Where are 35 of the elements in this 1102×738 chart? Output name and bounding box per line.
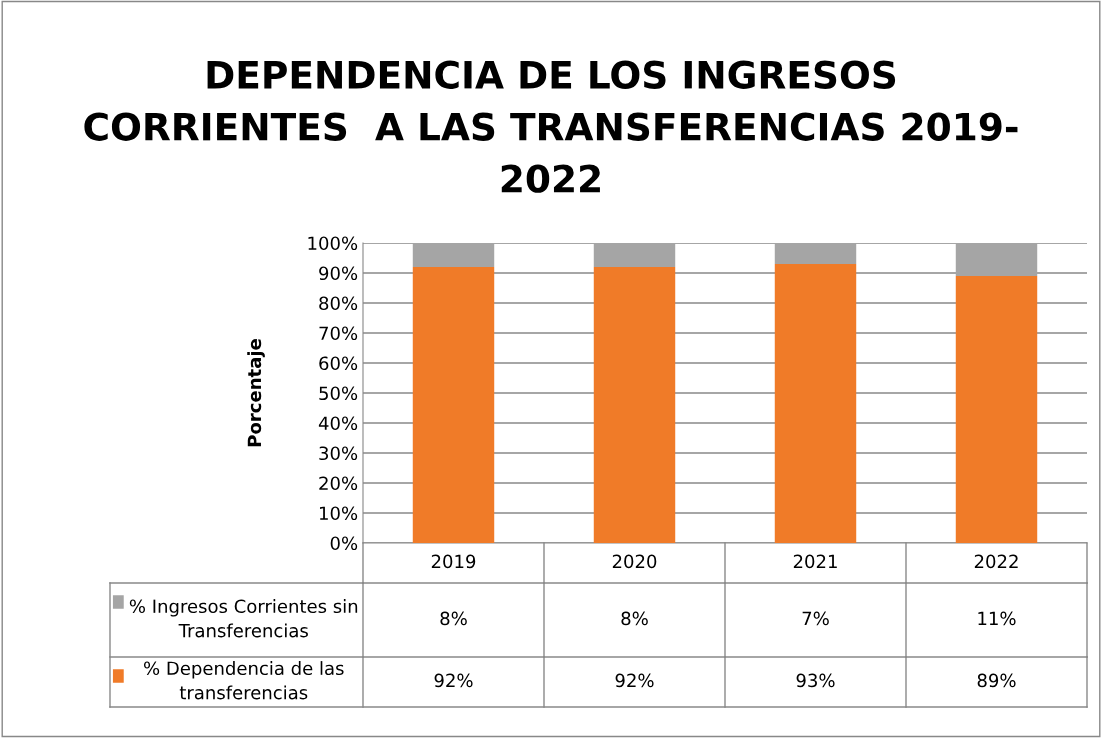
x-tick-label: 2021 [793,554,837,569]
data-label: 8% [621,611,648,626]
y-tick-label: 40% [318,416,358,431]
legend-label: % Ingresos Corrientes sin Transferencias [129,599,358,638]
y-axis-title: Porcentaje [247,339,265,447]
data-label: 8% [440,611,467,626]
x-tick-label: 2019 [431,554,476,569]
y-tick-label: 90% [319,266,358,281]
bar [593,267,676,543]
y-tick-label: 100% [308,236,358,251]
bar [412,243,495,267]
legend-label: % Dependencia de las transferencias [144,661,344,700]
y-tick-label: 10% [319,506,358,521]
x-tick-label: 2022 [974,554,1018,569]
bar [593,243,676,267]
y-tick-label: 70% [319,326,358,341]
y-tick-label: 20% [319,476,358,491]
y-tick-label: 50% [319,386,358,401]
bar [955,243,1038,276]
bar [774,243,857,264]
y-tick-label: 60% [319,356,358,371]
data-label: 92% [615,673,654,688]
y-tick-label: 30% [319,446,358,461]
x-tick-label: 2020 [612,554,657,569]
data-label: 92% [434,673,473,688]
bar [955,276,1038,543]
y-tick-label: 80% [319,296,358,311]
data-label: 89% [977,673,1016,688]
data-label: 93% [796,673,835,688]
data-label: 11% [978,611,1016,626]
bar [412,267,495,543]
data-label: 7% [802,611,829,626]
chart-title: DEPENDENCIA DE LOS INGRESOS CORRIENTES A LAS TRANSFERENCIAS 2019- 2022 [84,60,1018,193]
bar [774,264,857,543]
y-tick-label: 0% [330,536,358,551]
